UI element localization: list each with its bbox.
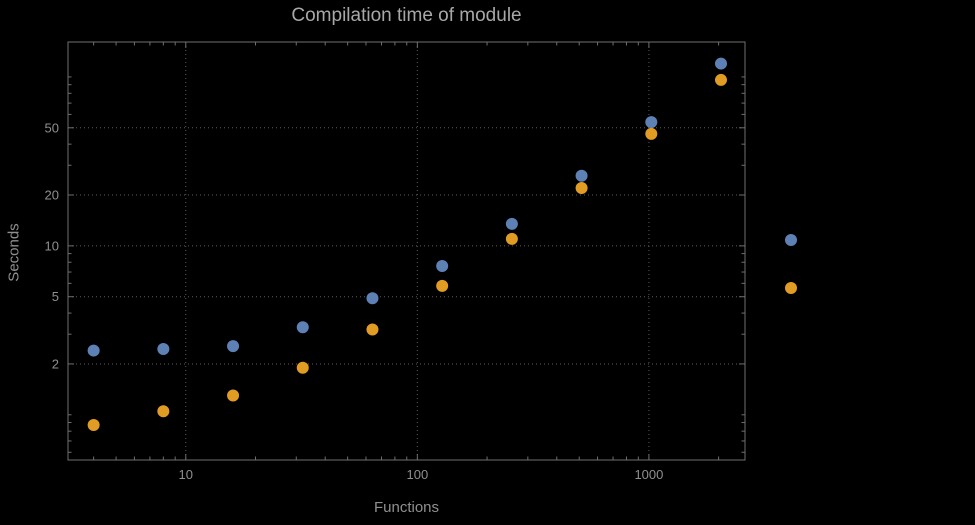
data-point-series-1	[366, 292, 379, 305]
data-point-series-1	[715, 57, 728, 70]
data-point-series-2	[296, 361, 309, 374]
y-axis-label: Seconds	[5, 223, 23, 282]
x-tick-label: 10	[179, 467, 193, 482]
y-tick-label: 10	[45, 238, 59, 253]
data-point-series-2	[505, 232, 518, 245]
y-tick-label: 20	[45, 188, 59, 203]
legend-marker-series-2	[785, 282, 797, 294]
y-tick-label: 5	[52, 289, 59, 304]
chart-title: Compilation time of module	[291, 5, 522, 26]
frame-rect	[67, 41, 746, 461]
data-point-series-2	[366, 323, 379, 336]
y-tick-label: 50	[45, 120, 59, 135]
data-point-series-2	[87, 419, 100, 432]
tick-marks	[68, 42, 745, 460]
data-point-series-2	[715, 73, 728, 86]
data-point-series-1	[645, 116, 658, 129]
data-point-series-1	[157, 343, 170, 356]
data-point-series-1	[575, 169, 588, 182]
data-point-series-2	[575, 182, 588, 195]
x-axis-label: Functions	[373, 499, 440, 516]
data-point-series-2	[645, 127, 658, 140]
x-tick-label: 100	[406, 467, 428, 482]
x-tick-label: 1000	[634, 467, 663, 482]
data-point-series-2	[227, 389, 240, 402]
data-point-series-2	[157, 405, 170, 418]
data-point-series-1	[296, 321, 309, 334]
y-tick-label: 2	[52, 356, 59, 371]
legend-marker-series-1	[785, 234, 797, 246]
data-point-series-1	[87, 344, 100, 357]
tick-labels: 10 100 1000 2 5 10 20 50	[45, 120, 664, 482]
data-point-series-1	[436, 260, 449, 273]
data-point-series-2	[436, 279, 449, 292]
data-point-series-1	[505, 217, 518, 230]
data-points	[87, 57, 728, 432]
gridlines	[68, 42, 745, 460]
plot-frame	[67, 41, 746, 461]
legend	[785, 234, 797, 294]
data-point-series-1	[227, 340, 240, 353]
